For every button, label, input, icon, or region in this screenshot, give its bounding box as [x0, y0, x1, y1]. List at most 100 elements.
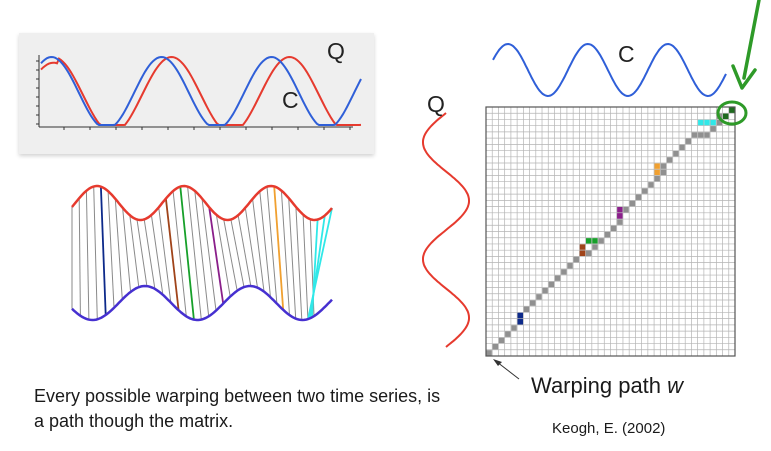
citation: Keogh, E. (2002) — [552, 420, 666, 437]
path-cell — [691, 132, 698, 138]
caption: Every possible warping between two time … — [34, 386, 441, 431]
chart-label-c: C — [282, 87, 299, 113]
path-cell — [517, 312, 523, 319]
path-cell — [542, 287, 548, 294]
warping-line — [107, 191, 115, 308]
warping-line — [129, 215, 140, 288]
series-chart — [36, 55, 362, 130]
warping-line — [302, 214, 309, 320]
matrix-border — [485, 106, 736, 357]
warping-path-variable: w — [667, 373, 684, 398]
path-cell — [716, 119, 723, 126]
path-cell — [511, 325, 517, 331]
warping-line — [295, 206, 303, 321]
warping-line — [201, 198, 217, 311]
warping-line — [93, 186, 98, 320]
warping-line — [85, 190, 90, 320]
warping-line — [230, 219, 245, 288]
path-cell — [685, 138, 692, 144]
warping-line — [215, 214, 231, 297]
path-cell — [554, 275, 561, 281]
path-cell — [579, 250, 586, 256]
path-cell — [660, 163, 667, 169]
chart-label-q: Q — [327, 38, 345, 64]
path-cell — [486, 350, 492, 356]
path-cell — [517, 319, 523, 325]
warping-line — [122, 207, 132, 292]
path-cell — [698, 132, 704, 138]
path-cell — [598, 238, 604, 244]
warping-line — [187, 186, 202, 320]
path-cell — [548, 281, 555, 288]
warping-line — [194, 190, 210, 317]
warping-line — [208, 207, 225, 304]
warping-line — [288, 198, 297, 319]
path-cell — [617, 219, 623, 225]
path-cell — [586, 238, 592, 244]
warping-line — [273, 186, 285, 310]
path-cell — [654, 169, 660, 176]
warping-series-bottom — [71, 284, 333, 322]
pointer-arrow-shaft — [496, 361, 520, 380]
matrix-grid — [486, 107, 735, 356]
path-cell — [610, 225, 617, 232]
pointer-arrow-icon — [493, 359, 520, 380]
warping-line — [100, 186, 107, 316]
path-cell — [561, 269, 567, 275]
end-cell-circle — [716, 100, 748, 126]
path-cell — [648, 182, 654, 188]
warping-line — [223, 219, 238, 291]
path-cell — [573, 256, 579, 263]
matrix-label-q: Q — [427, 91, 445, 117]
path-cell — [710, 119, 716, 126]
path-cell — [617, 207, 623, 213]
warping-line — [252, 198, 265, 292]
warping-series-top — [71, 184, 333, 222]
path-cell — [592, 238, 598, 244]
path-cell — [722, 113, 729, 120]
series-q-line — [40, 55, 362, 126]
warping-line — [266, 186, 278, 304]
warping-line — [244, 207, 258, 288]
green-arrow-icon — [731, 0, 761, 90]
series-c-line — [40, 55, 362, 126]
path-cell — [698, 119, 704, 126]
path-cell — [623, 207, 629, 213]
path-cell — [666, 157, 673, 163]
path-cell — [679, 144, 685, 151]
chart-axes — [36, 55, 353, 130]
path-cell — [704, 119, 710, 126]
path-cell — [586, 250, 592, 256]
path-cell — [629, 200, 635, 207]
path-cell — [523, 306, 530, 313]
warping-line — [165, 198, 180, 311]
pointer-arrow-head — [493, 359, 502, 366]
warping-line — [307, 207, 333, 320]
matrix-series-q — [422, 112, 470, 348]
path-cell — [579, 244, 586, 250]
green-arrow-shaft — [742, 0, 761, 80]
warping-line — [150, 214, 164, 295]
path-cell — [729, 107, 735, 113]
cost-matrix — [485, 106, 736, 357]
warping-line — [143, 219, 156, 289]
warping-line — [280, 190, 290, 316]
warping-line — [259, 191, 271, 298]
warping-connection-lines — [71, 186, 333, 321]
path-cell — [592, 244, 598, 250]
path-cell — [654, 163, 660, 169]
path-cell — [492, 343, 499, 350]
warping-line — [114, 198, 123, 300]
path-cell — [673, 150, 679, 157]
path-cell — [635, 194, 642, 200]
warping-line — [237, 215, 252, 287]
path-cell — [660, 169, 667, 176]
warping-line — [136, 219, 148, 287]
path-cell — [505, 331, 511, 337]
green-arrow-head — [731, 64, 757, 90]
path-cell — [536, 294, 542, 300]
warping-line — [78, 198, 81, 316]
path-cell — [704, 132, 710, 138]
path-cell — [567, 263, 573, 269]
